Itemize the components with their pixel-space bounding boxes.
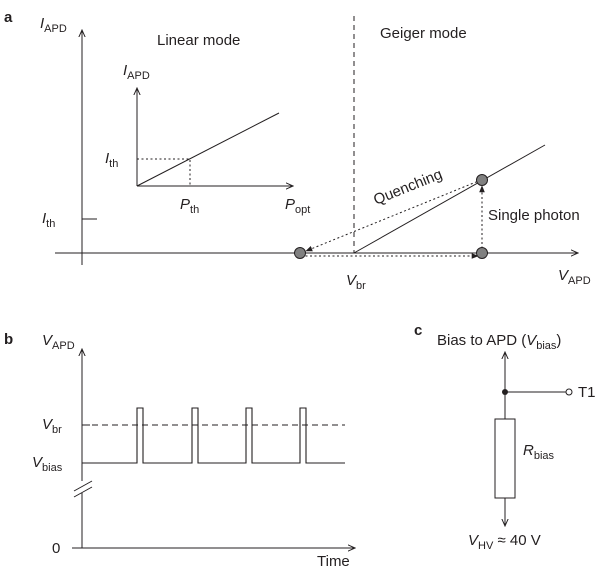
axis-break-mark-1	[73, 480, 93, 492]
panel-c-letter: c	[414, 322, 422, 339]
zero-label: 0	[52, 540, 60, 557]
b-vbr-label: Vbr	[42, 416, 62, 436]
inset-x-axis-label: Popt	[285, 196, 310, 216]
hv-label: VHV ≈ 40 V	[468, 532, 541, 552]
ith-label: Ith	[42, 210, 55, 230]
panel-a-letter: a	[4, 9, 13, 26]
panel-a: a IAPD VAPD Ith Linear mode Geiger mode …	[4, 9, 591, 292]
panel-b-letter: b	[4, 331, 13, 348]
inset-y-axis-label: IAPD	[123, 62, 150, 82]
y-axis-label: IAPD	[40, 15, 67, 35]
geiger-mode-label: Geiger mode	[380, 25, 467, 42]
linear-mode-inset: IAPD Ith Pth Popt	[105, 62, 310, 216]
linear-mode-label: Linear mode	[157, 32, 240, 49]
time-axis-label: Time	[317, 553, 350, 569]
t1-terminal	[565, 388, 573, 396]
vbr-label: Vbr	[346, 272, 366, 292]
b-vbias-label: Vbias	[32, 454, 63, 474]
bias-to-apd-title: Bias to APD (Vbias)	[437, 332, 561, 352]
inset-ith-label: Ith	[105, 150, 118, 170]
geiger-iv-line	[353, 144, 546, 254]
quenched-state-marker	[294, 247, 306, 259]
single-photon-label: Single photon	[488, 207, 580, 224]
inset-pth-label: Pth	[180, 196, 199, 216]
panel-c: c Bias to APD (Vbias) T1 Rbias VHV ≈ 40 …	[414, 322, 596, 552]
inset-linear-response	[136, 112, 280, 187]
t1-label: T1	[578, 384, 596, 401]
r-bias-label: Rbias	[523, 442, 555, 462]
bias-resistor	[494, 418, 516, 499]
b-y-axis-label: VAPD	[42, 332, 75, 352]
armed-state-marker	[476, 247, 488, 259]
vapd-pulse-train	[82, 407, 345, 464]
axis-break-mark-2	[73, 486, 93, 498]
panel-b: b Time VAPD Vbr Vbias 0	[4, 331, 355, 569]
avalanche-state-marker	[476, 174, 488, 186]
quenching-label: Quenching	[371, 166, 445, 209]
x-axis-label: VAPD	[558, 267, 591, 287]
